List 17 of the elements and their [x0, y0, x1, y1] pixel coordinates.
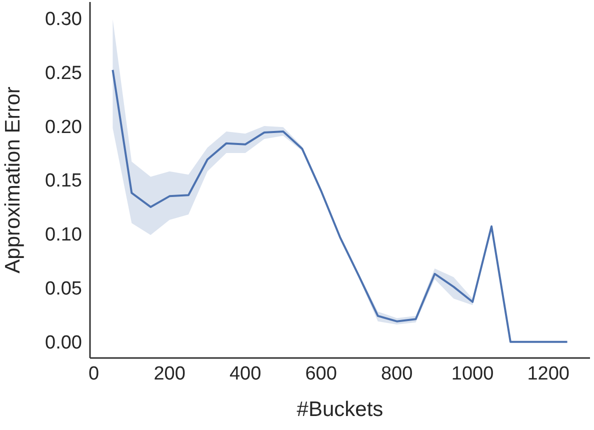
y-tick-label: 0.05	[45, 278, 82, 300]
x-tick-label: 600	[305, 363, 337, 384]
x-tick-label: 200	[154, 363, 186, 384]
x-tick-label: 400	[229, 363, 262, 384]
x-tick-label: 1000	[451, 363, 494, 384]
y-tick-label: 0.20	[45, 116, 82, 138]
y-tick-label: 0.25	[45, 62, 82, 84]
x-axis-title: #Buckets	[296, 398, 384, 421]
x-tick-label: 0	[88, 363, 100, 384]
y-tick-label: 0.15	[45, 170, 82, 192]
y-axis-title: Approximation Error	[1, 86, 24, 274]
x-tick-label: 800	[380, 363, 413, 384]
y-tick-label: 0.00	[45, 332, 82, 354]
y-tick-label: 0.30	[45, 8, 82, 30]
y-tick-label: 0.10	[45, 224, 82, 246]
x-tick-label: 1200	[527, 363, 570, 384]
line-series	[112, 68, 568, 343]
